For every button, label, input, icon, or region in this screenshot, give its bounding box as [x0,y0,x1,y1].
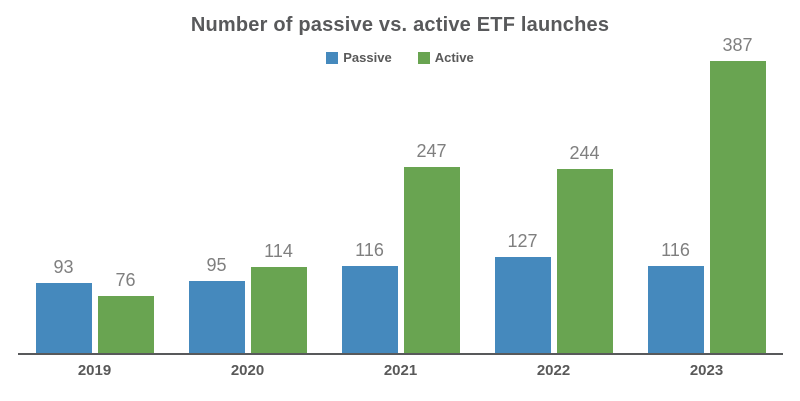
bar-value-label: 127 [507,231,538,252]
bar-value-label: 247 [416,140,447,161]
bar-value-label: 76 [115,269,136,290]
plot-area: 93 76 95 114 116 247 127 244 116 387 [18,35,783,355]
bar-active-2023: 387 [709,35,766,353]
bar-value-label: 116 [355,239,384,260]
x-axis-line [18,353,783,355]
x-axis-label-2021: 2021 [383,362,418,379]
bar-active-2019: 76 [97,270,154,353]
bar-value-label: 244 [569,142,600,163]
bar-value-label: 387 [722,35,753,55]
bar-value-label: 95 [206,255,227,276]
bar-value-label: 93 [53,256,74,277]
x-axis-label-2019: 2019 [77,362,112,379]
x-axis-label-2020: 2020 [230,362,265,379]
bar-passive-2019: 93 [35,257,92,353]
bar-group-2021: 116 247 [324,45,477,353]
bar-value-label: 114 [264,241,293,261]
bar-group-2019: 93 76 [18,45,171,353]
legend-label-passive: Passive [343,50,392,65]
bar-group-2022: 127 244 [477,45,630,353]
bar-passive-2020: 95 [188,255,245,353]
x-axis-labels: 2019 2020 2021 2022 2023 [18,362,783,379]
bar-active-2022: 244 [556,143,613,353]
bar-passive-2023: 116 [647,240,704,353]
bar-passive-2022: 127 [494,231,551,353]
bar-active-2020: 114 [250,241,307,353]
bar-value-label: 116 [661,239,690,260]
legend-label-active: Active [434,50,474,65]
legend-item-passive: Passive [326,50,392,65]
bar-active-2021: 247 [403,141,460,353]
legend-swatch-active-icon [417,51,430,64]
x-axis-label-2022: 2022 [536,362,571,379]
chart-legend: Passive Active [0,50,800,65]
chart-title: Number of passive vs. active ETF launche… [190,14,610,36]
legend-item-active: Active [417,50,474,65]
bar-passive-2021: 116 [341,240,398,353]
bar-group-2020: 95 114 [171,45,324,353]
bar-group-2023: 116 387 [630,35,783,353]
legend-swatch-passive-icon [326,51,339,64]
bar-groups: 93 76 95 114 116 247 127 244 116 387 [18,35,783,353]
x-axis-label-2023: 2023 [689,362,724,379]
